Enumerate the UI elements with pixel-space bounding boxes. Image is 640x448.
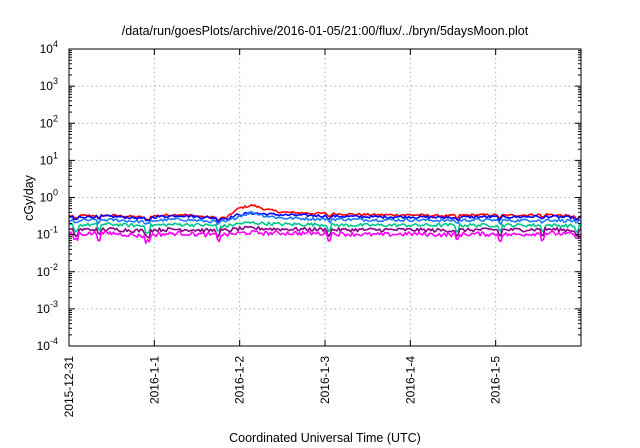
- chart-title: /data/run/goesPlots/archive/2016-01-05/2…: [122, 24, 529, 38]
- x-tick-label: 2016-1-1: [147, 356, 161, 404]
- y-tick-label: 102: [40, 113, 58, 130]
- x-axis-label: Coordinated Universal Time (UTC): [229, 431, 421, 445]
- y-axis: 10-4 10-3 10-2 10-1 100 101 102 103 104: [37, 39, 581, 353]
- x-tick-label: 2016-1-5: [489, 356, 503, 404]
- series-line: [68, 221, 582, 234]
- series-line: [68, 203, 582, 222]
- x-axis: 2015-12-31 2016-1-1 2016-1-2 2016-1-3 2016-1…: [62, 49, 503, 417]
- y-tick-label: 10-4: [37, 336, 58, 353]
- y-tick-label: 10-3: [37, 299, 58, 316]
- series-layer: [68, 203, 582, 245]
- y-tick-label: 101: [40, 150, 58, 167]
- y-tick-label: 103: [40, 76, 58, 93]
- series-line: [68, 210, 582, 226]
- y-tick-label: 10-2: [37, 262, 58, 279]
- y-tick-label: 100: [40, 188, 58, 205]
- series-line: [68, 211, 582, 223]
- series-line: [68, 229, 582, 245]
- grid: [69, 49, 581, 346]
- x-tick-label: 2015-12-31: [62, 356, 76, 418]
- x-tick-label: 2016-1-4: [403, 356, 417, 404]
- x-tick-label: 2016-1-2: [233, 356, 247, 404]
- y-tick-label: 104: [40, 39, 58, 56]
- x-tick-label: 2016-1-3: [318, 356, 332, 404]
- y-tick-label: 10-1: [37, 225, 58, 242]
- series-line: [68, 225, 582, 239]
- y-axis-label: cGy/day: [22, 174, 36, 221]
